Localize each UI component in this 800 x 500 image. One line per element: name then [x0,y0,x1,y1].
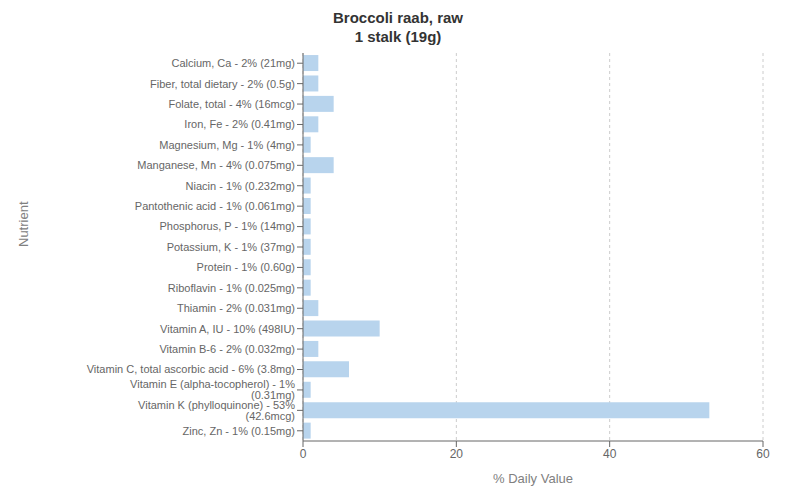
svg-text:Folate, total - 4% (16mcg): Folate, total - 4% (16mcg) [168,98,295,110]
svg-text:Phosphorus, P - 1% (14mg): Phosphorus, P - 1% (14mg) [159,220,295,232]
svg-text:Vitamin C, total ascorbic acid: Vitamin C, total ascorbic acid - 6% (3.8… [87,363,295,375]
svg-text:Magnesium, Mg - 1% (4mg): Magnesium, Mg - 1% (4mg) [159,139,295,151]
html-text:(0.31mg): (0.31mg) [251,389,295,402]
svg-text:Manganese, Mn - 4% (0.075mg): Manganese, Mn - 4% (0.075mg) [137,159,295,171]
svg-text:Thiamin - 2% (0.031mg): Thiamin - 2% (0.031mg) [177,302,295,314]
svg-text:40: 40 [603,447,617,461]
svg-text:Vitamin K (phylloquinone) - 53: Vitamin K (phylloquinone) - 53%(42.6mcg) [138,399,295,422]
svg-text:Calcium, Ca - 2% (21mg): Calcium, Ca - 2% (21mg) [172,57,295,69]
svg-text:Zinc, Zn - 1% (0.15mg): Zinc, Zn - 1% (0.15mg) [183,425,295,437]
svg-text:% Daily Value: % Daily Value [493,471,573,486]
svg-text:Nutrient: Nutrient [16,201,31,247]
html-text:Vitamin E (alpha-tocopherol) -: Vitamin E (alpha-tocopherol) - 1% [130,378,295,391]
svg-text:Vitamin B-6 - 2% (0.032mg): Vitamin B-6 - 2% (0.032mg) [159,343,295,355]
svg-text:60: 60 [756,447,770,461]
html-text:Broccoli raab, raw 1 stalk (19: Broccoli raab, raw 1 stalk (19g) [333,9,463,45]
svg-text:Niacin - 1% (0.232mg): Niacin - 1% (0.232mg) [186,180,295,192]
svg-text:Pantothenic acid - 1% (0.061mg: Pantothenic acid - 1% (0.061mg) [135,200,295,212]
svg-text:Vitamin A, IU - 10% (498IU): Vitamin A, IU - 10% (498IU) [160,323,295,335]
svg-text:0: 0 [300,447,307,461]
svg-text:Potassium, K - 1% (37mg): Potassium, K - 1% (37mg) [167,241,295,253]
svg-text:Iron, Fe - 2% (0.41mg): Iron, Fe - 2% (0.41mg) [184,118,295,130]
svg-text:Riboflavin - 1% (0.025mg): Riboflavin - 1% (0.025mg) [168,282,295,294]
svg-text:Protein - 1% (0.60g): Protein - 1% (0.60g) [197,261,295,273]
svg-text:Fiber, total dietary - 2% (0.5: Fiber, total dietary - 2% (0.5g) [150,78,295,90]
svg-text:20: 20 [450,447,464,461]
